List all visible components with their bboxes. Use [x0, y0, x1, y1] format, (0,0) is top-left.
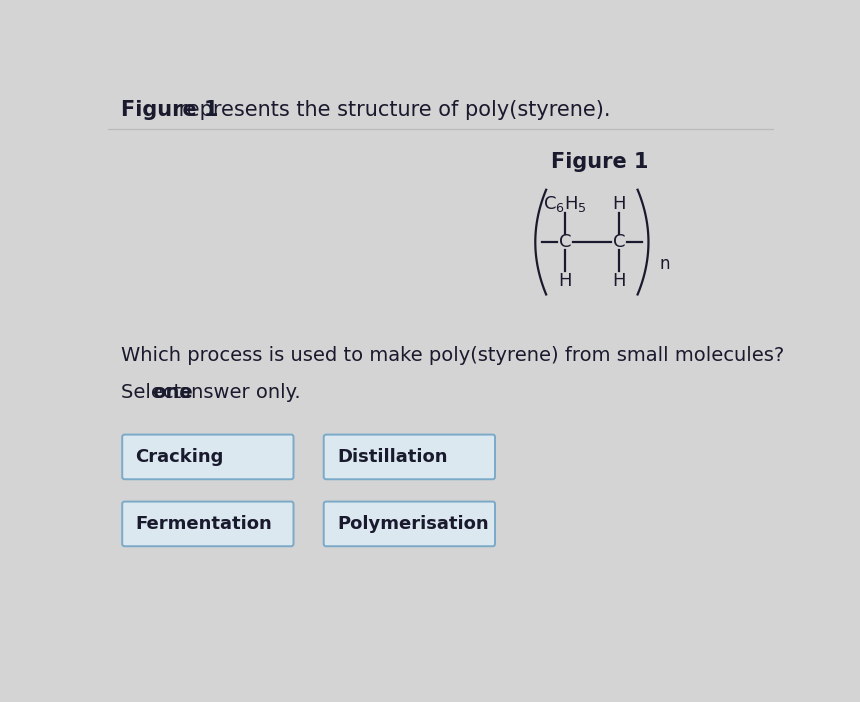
Text: H: H [612, 194, 626, 213]
FancyBboxPatch shape [122, 502, 293, 546]
FancyBboxPatch shape [122, 435, 293, 479]
Text: C: C [612, 233, 625, 251]
FancyBboxPatch shape [323, 502, 495, 546]
Text: Polymerisation: Polymerisation [337, 515, 488, 533]
Text: Figure 1: Figure 1 [121, 100, 219, 119]
Text: Distillation: Distillation [337, 448, 447, 466]
Text: represents the structure of poly(styrene).: represents the structure of poly(styrene… [172, 100, 611, 119]
Text: Which process is used to make poly(styrene) from small molecules?: Which process is used to make poly(styre… [121, 346, 784, 365]
Text: one: one [152, 383, 194, 402]
Text: answer only.: answer only. [174, 383, 301, 402]
Text: Cracking: Cracking [135, 448, 224, 466]
Text: C$_6$H$_5$: C$_6$H$_5$ [543, 194, 587, 213]
Text: Select: Select [121, 383, 188, 402]
Text: Figure 1: Figure 1 [551, 152, 648, 172]
Text: Fermentation: Fermentation [135, 515, 272, 533]
Text: H: H [612, 272, 626, 290]
Text: H: H [558, 272, 572, 290]
FancyBboxPatch shape [323, 435, 495, 479]
Text: C: C [558, 233, 571, 251]
Text: n: n [660, 255, 670, 272]
